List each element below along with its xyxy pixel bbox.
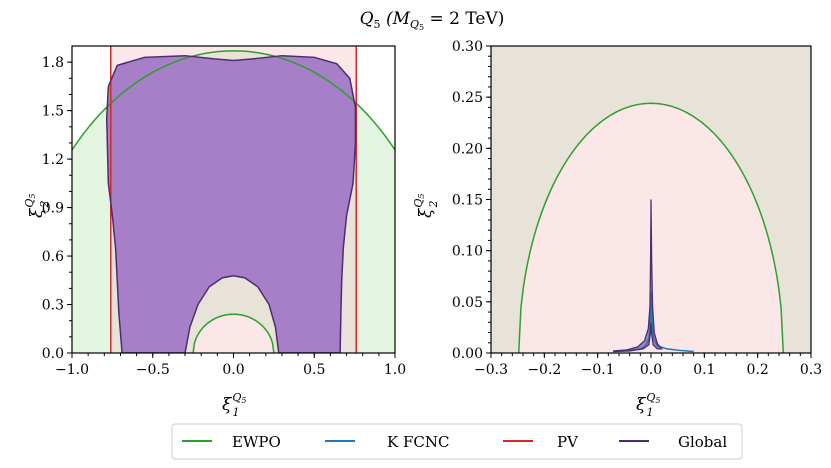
title-main: Q — [360, 9, 374, 29]
legend-frame — [171, 423, 743, 460]
x-tick-label: −1.0 — [55, 362, 89, 378]
right-ewpo-contour — [517, 102, 785, 353]
left-ewpo-inner-contour — [192, 313, 275, 353]
y-tick-label: 0.00 — [452, 346, 483, 362]
title-m-sub2: 5 — [419, 23, 424, 32]
left-global-region — [106, 55, 356, 353]
right-panel: −0.3 −0.2 −0.1 0.0 0.1 0.2 0.3 0.00 0.05 0.10 0.1… — [412, 39, 822, 419]
y-tick-label: 0.10 — [452, 244, 483, 260]
figure-title: Q5 (MQ5 = 2 TeV) — [360, 9, 505, 32]
y-tick-label: 0.9 — [42, 201, 64, 217]
x-tick-label: −0.1 — [581, 362, 615, 378]
title-main-sub: 5 — [374, 18, 381, 31]
right-y-ticks: 0.00 0.05 0.10 0.15 0.20 0.25 0.30 — [452, 39, 491, 362]
y-tick-label: 1.8 — [42, 55, 64, 71]
left-y-ticks: 0.0 0.3 0.6 0.9 1.2 1.5 1.8 — [42, 55, 72, 362]
right-y-axis-label: ξQ52 — [412, 194, 440, 219]
x-tick-label: −0.5 — [136, 362, 170, 378]
y-tick-label: 1.2 — [42, 152, 64, 168]
left-inner-ewpo-region — [193, 314, 274, 353]
x-tick-label: 0.1 — [693, 362, 715, 378]
x-tick-label: 0.0 — [640, 362, 662, 378]
y-tick-label: 0.25 — [452, 90, 483, 106]
legend-label-pv: PV — [557, 433, 579, 451]
right-kfcnc-contour — [613, 291, 694, 353]
y-tick-label: 0.6 — [42, 249, 64, 265]
legend: EWPO K FCNC PV Global — [171, 423, 743, 460]
left-x-axis-label: ξQ5 1 — [222, 391, 247, 419]
title-m-sub: Q — [410, 18, 419, 31]
right-x-axis-label: ξQ5 1 — [636, 391, 661, 419]
legend-item-global: Global — [619, 433, 727, 451]
y-tick-label: 0.20 — [452, 141, 483, 157]
x-tick-label: 0.0 — [222, 362, 244, 378]
y-tick-label: 0.05 — [452, 295, 483, 311]
left-x-ticks: −1.0 −0.5 0.0 0.5 1.0 — [55, 353, 406, 378]
left-y-axis-label: ξQ52 — [23, 194, 51, 219]
y-tick-label: 0.30 — [452, 39, 483, 55]
legend-label-ewpo: EWPO — [232, 433, 281, 451]
x-tick-label: 0.2 — [747, 362, 769, 378]
y-tick-label: 0.3 — [42, 298, 64, 314]
legend-item-pv: PV — [503, 433, 579, 451]
x-tick-label: 0.3 — [800, 362, 822, 378]
y-tick-label: 1.5 — [42, 104, 64, 120]
left-ewpo-outer-contour — [72, 50, 395, 151]
title-open: (M — [381, 9, 411, 29]
y-tick-label: 0.0 — [42, 346, 64, 362]
legend-label-kfcnc: K FCNC — [387, 433, 449, 451]
right-x-ticks: −0.3 −0.2 −0.1 0.0 0.1 0.2 0.3 — [474, 353, 822, 378]
left-panel: −1.0 −0.5 0.0 0.5 1.0 0.00.30.60.91.21.51.8 … — [23, 45, 406, 419]
x-tick-label: 0.5 — [303, 362, 325, 378]
x-tick-label: −0.2 — [527, 362, 561, 378]
legend-label-global: Global — [678, 433, 727, 451]
legend-item-kfcnc: K FCNC — [325, 433, 449, 451]
legend-item-ewpo: EWPO — [182, 433, 281, 451]
right-global-contour — [613, 199, 664, 353]
y-tick-label: 0.15 — [452, 193, 483, 209]
title-eq: = 2 TeV) — [424, 9, 504, 29]
x-tick-label: 1.0 — [384, 362, 406, 378]
x-tick-label: −0.3 — [474, 362, 508, 378]
left-global-contour — [105, 54, 357, 353]
